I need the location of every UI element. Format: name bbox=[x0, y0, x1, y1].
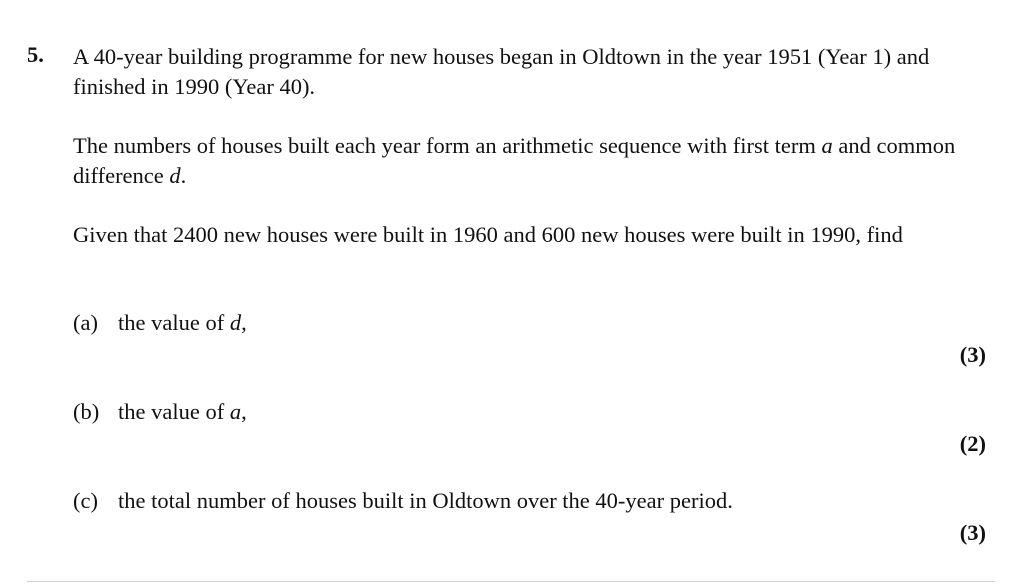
part-b-label: (b) bbox=[73, 399, 100, 424]
variable-d: d bbox=[169, 163, 181, 188]
part-a: (a) the value of d, bbox=[73, 308, 247, 338]
given-statement: Given that 2400 new houses were built in… bbox=[73, 222, 903, 247]
part-a-label: (a) bbox=[73, 310, 98, 335]
part-c-text: the total number of houses built in Oldt… bbox=[118, 488, 733, 513]
part-a-variable: d bbox=[229, 310, 242, 335]
variable-a: a bbox=[821, 133, 833, 158]
part-b-variable: a bbox=[229, 399, 242, 424]
bottom-divider bbox=[27, 581, 995, 582]
part-b-marks: (2) bbox=[959, 431, 986, 456]
sequence-text-mid: and common difference bbox=[73, 133, 956, 188]
part-a-suffix: , bbox=[241, 310, 247, 335]
part-c-label: (c) bbox=[73, 488, 98, 513]
part-a-text: the value of bbox=[118, 310, 230, 335]
part-b-suffix: , bbox=[241, 399, 247, 424]
sequence-statement: The numbers of houses built each year fo… bbox=[73, 131, 989, 191]
part-b: (b) the value of a, bbox=[73, 397, 247, 427]
part-a-marks: (3) bbox=[959, 342, 986, 367]
sequence-text-start: The numbers of houses built each year fo… bbox=[73, 133, 822, 158]
part-c: (c) the total number of houses built in O… bbox=[73, 486, 733, 516]
part-b-text: the value of bbox=[118, 399, 230, 424]
question-number: 5. bbox=[27, 42, 44, 67]
question-intro: A 40-year building programme for new hou… bbox=[73, 44, 930, 99]
sequence-text-end: . bbox=[180, 163, 187, 188]
part-c-marks: (3) bbox=[959, 520, 986, 545]
